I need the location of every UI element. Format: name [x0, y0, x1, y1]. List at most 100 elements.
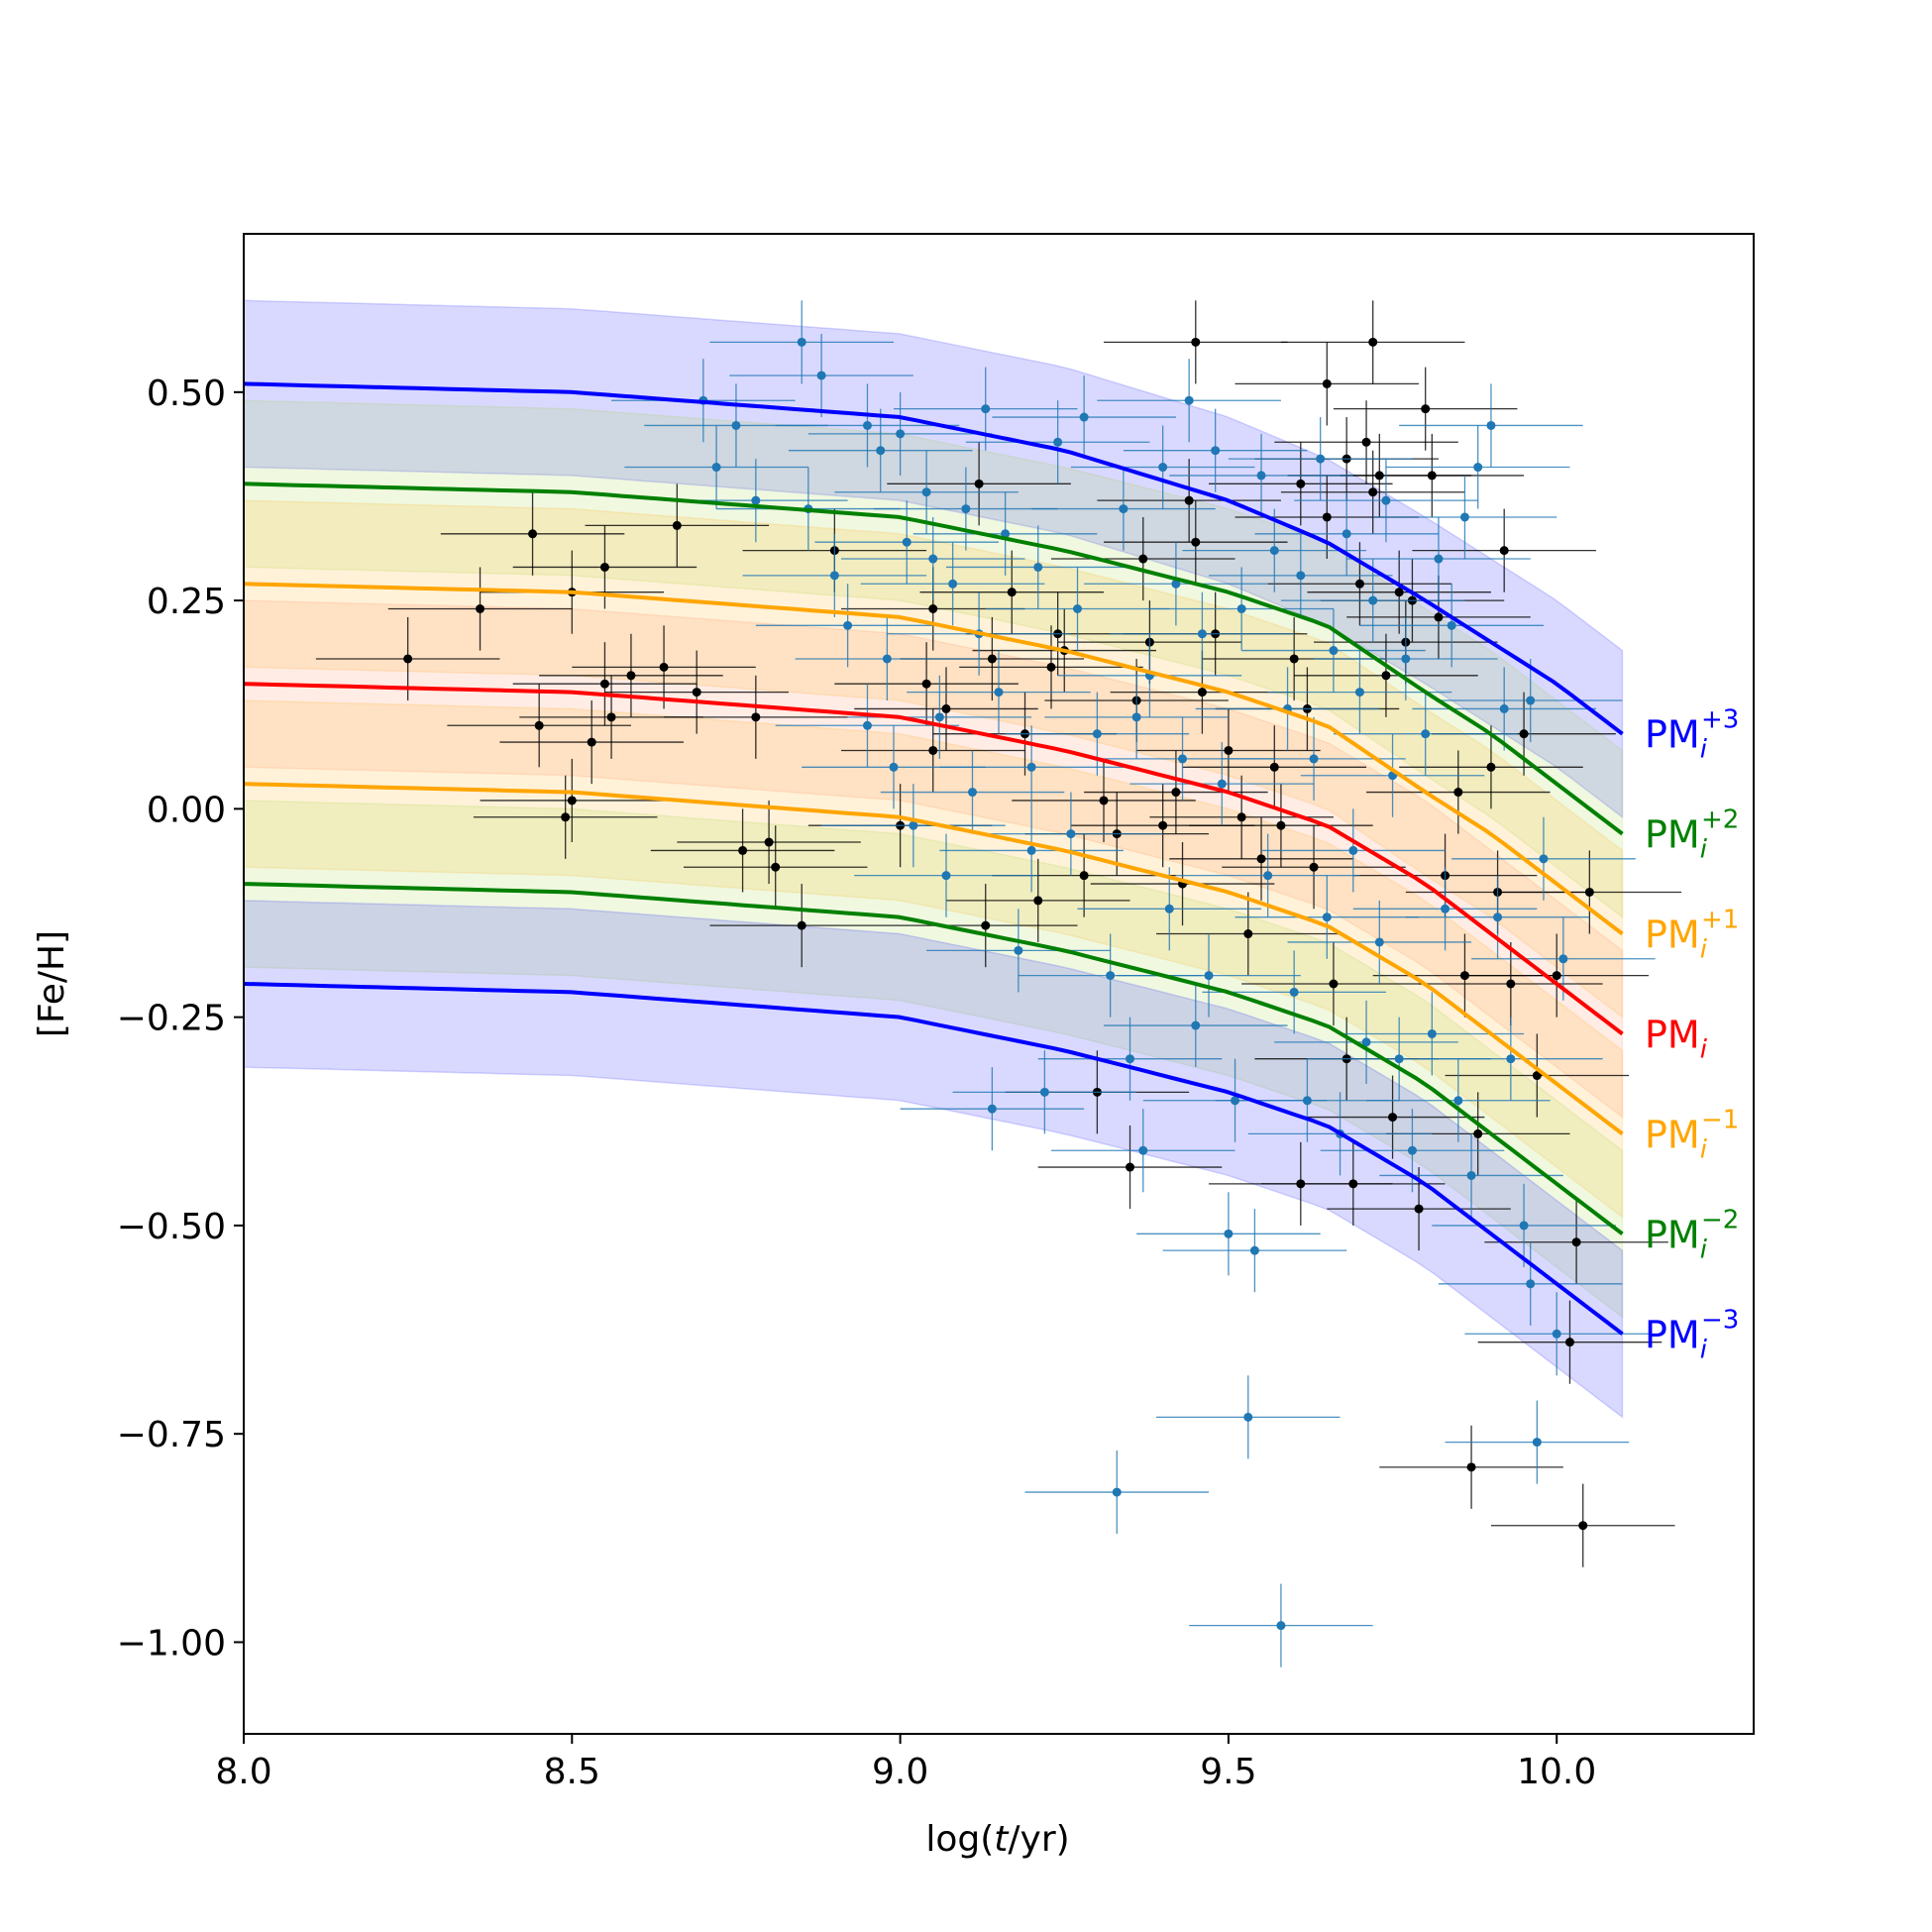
curve-label-base: PM [1645, 713, 1700, 757]
data-point-1-34 [1073, 604, 1083, 613]
data-point-1-88 [1453, 1096, 1463, 1106]
data-point-1-97 [1526, 696, 1536, 705]
data-point-0-84 [1486, 762, 1496, 772]
data-point-0-49 [1236, 812, 1246, 822]
data-point-0-72 [1394, 588, 1404, 597]
data-point-1-18 [934, 712, 944, 722]
curve-label-sub: i [1700, 835, 1708, 865]
data-point-0-41 [1171, 788, 1181, 798]
data-point-0-26 [987, 654, 997, 664]
data-point-1-85 [1434, 554, 1444, 564]
data-point-0-12 [659, 662, 669, 672]
model-band-6 [244, 900, 1624, 1419]
y-tick-label: −1.00 [117, 1623, 226, 1664]
data-point-1-94 [1499, 703, 1509, 713]
data-point-0-70 [1381, 671, 1391, 681]
data-point-1-1 [711, 463, 721, 473]
data-point-0-87 [1506, 979, 1516, 989]
curve-label-sub: i [1700, 1234, 1708, 1264]
data-point-0-55 [1296, 479, 1306, 488]
data-point-0-77 [1427, 471, 1437, 481]
x-axis-title: log(t/yr) [925, 1819, 1069, 1860]
data-point-1-74 [1354, 688, 1364, 698]
x-axis-title-suffix: /yr) [1008, 1819, 1069, 1860]
data-point-0-96 [928, 745, 938, 755]
data-point-1-10 [876, 446, 886, 456]
model-band-0 [244, 299, 1624, 819]
data-point-1-99 [1539, 854, 1549, 864]
data-point-1-77 [1374, 937, 1384, 947]
data-point-1-47 [1178, 754, 1188, 764]
data-point-0-15 [738, 845, 748, 855]
y-axis-title: [Fe/H] [32, 930, 72, 1037]
data-point-1-25 [987, 1104, 997, 1114]
data-point-1-9 [862, 420, 872, 430]
model-curve-6 [244, 982, 1624, 1336]
x-tick-label: 9.0 [872, 1752, 928, 1792]
data-point-1-16 [921, 487, 931, 497]
model-curve-1 [244, 482, 1624, 836]
data-point-0-60 [1322, 512, 1332, 522]
data-point-0-93 [1578, 1521, 1588, 1531]
model-curves [244, 381, 1624, 1336]
data-point-1-83 [1421, 729, 1431, 739]
data-point-0-90 [1552, 971, 1561, 981]
data-point-1-41 [1131, 712, 1141, 722]
data-point-0-24 [974, 479, 984, 488]
data-point-1-42 [1138, 1145, 1148, 1155]
data-point-0-3 [534, 720, 544, 730]
data-point-1-36 [1092, 729, 1102, 739]
data-point-0-75 [1414, 1204, 1424, 1214]
data-point-1-82 [1407, 1145, 1417, 1155]
curve-label-1: PMi+2 [1645, 805, 1739, 865]
data-point-1-15 [909, 820, 918, 830]
data-point-1-89 [1459, 512, 1469, 522]
data-point-1-4 [797, 337, 806, 347]
data-point-1-21 [961, 504, 971, 514]
data-point-1-62 [1276, 1621, 1286, 1631]
data-point-1-98 [1532, 1438, 1542, 1448]
data-point-0-59 [1322, 378, 1332, 388]
data-point-0-61 [1329, 979, 1339, 989]
data-point-0-67 [1368, 337, 1378, 347]
data-point-1-92 [1486, 420, 1496, 430]
x-axis-title-variable: t [994, 1819, 1010, 1860]
data-point-1-7 [829, 571, 839, 581]
data-point-0-13 [672, 520, 682, 530]
data-point-1-8 [843, 620, 853, 630]
data-point-0-58 [1309, 862, 1319, 872]
model-band-5 [244, 800, 1624, 1319]
data-point-0-30 [1046, 662, 1056, 672]
data-point-1-6 [816, 371, 826, 380]
data-point-1-101 [1558, 954, 1568, 964]
data-point-1-91 [1473, 463, 1483, 473]
data-point-1-32 [1053, 437, 1063, 447]
data-point-1-72 [1342, 529, 1351, 539]
data-point-1-52 [1211, 446, 1221, 456]
data-point-1-22 [967, 788, 977, 798]
data-point-1-66 [1302, 1096, 1312, 1106]
data-point-0-95 [1126, 1162, 1135, 1172]
data-point-1-102 [1526, 1279, 1536, 1289]
data-point-1-75 [1361, 1037, 1371, 1047]
data-point-1-78 [1381, 495, 1391, 505]
data-point-0-4 [561, 812, 571, 822]
data-point-0-88 [1519, 729, 1529, 739]
model-curve-5 [244, 882, 1624, 1235]
data-point-1-69 [1322, 912, 1332, 922]
data-point-0-48 [1224, 745, 1234, 755]
data-point-1-30 [1033, 562, 1043, 572]
data-point-0-45 [1191, 537, 1201, 547]
data-point-0-18 [771, 862, 781, 872]
plot-area [243, 233, 1755, 1735]
curve-label-sup: +1 [1701, 906, 1739, 935]
data-point-0-14 [692, 688, 701, 698]
data-point-1-76 [1368, 595, 1378, 605]
x-axis: 8.0 8.5 9.0 9.5 10.0 [215, 1734, 1596, 1792]
data-point-0-76 [1421, 404, 1431, 414]
data-point-1-38 [1112, 1487, 1122, 1497]
data-point-1-87 [1447, 620, 1456, 630]
data-point-0-21 [921, 679, 931, 689]
data-point-0-50 [1243, 929, 1253, 939]
